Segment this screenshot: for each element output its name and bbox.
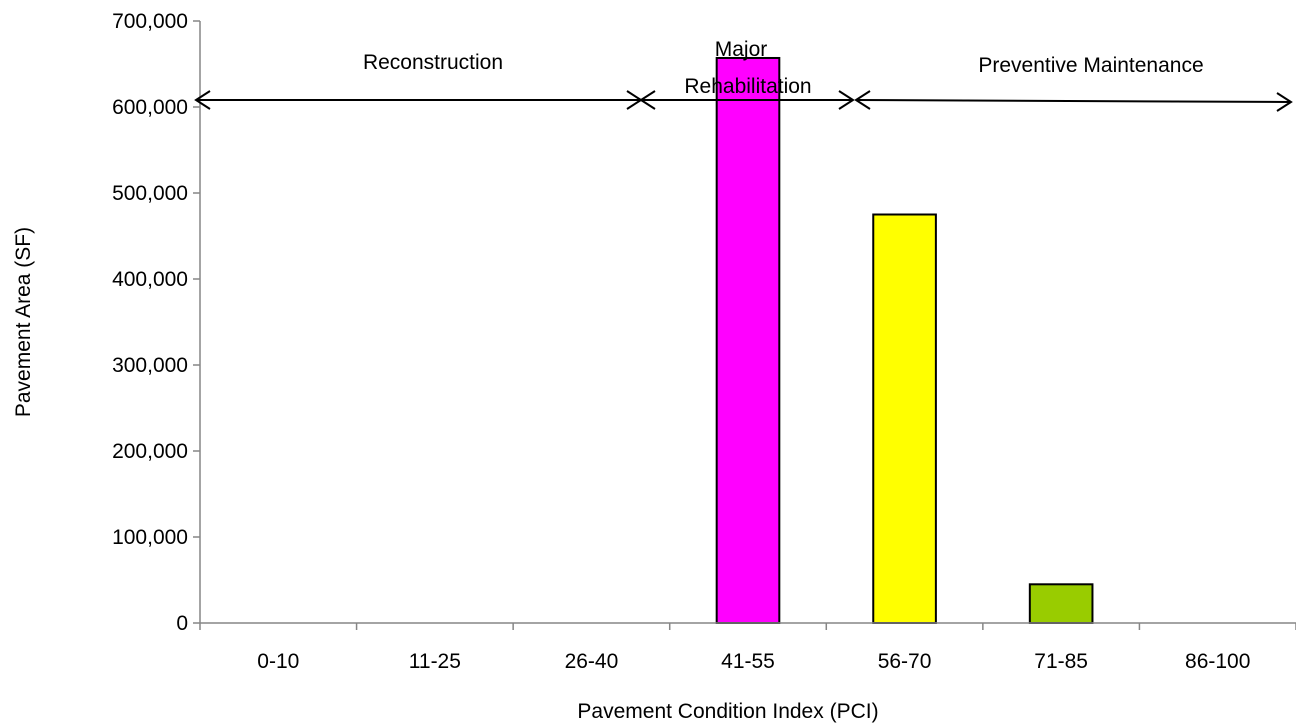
y-tick-label: 200,000 bbox=[112, 440, 188, 463]
region-label: Major bbox=[715, 38, 768, 61]
region-label: Preventive Maintenance bbox=[978, 54, 1203, 77]
y-tick-label: 500,000 bbox=[112, 182, 188, 205]
y-tick-label: 700,000 bbox=[112, 10, 188, 33]
reconstruction-arrow bbox=[194, 90, 643, 110]
bar-41-55 bbox=[715, 56, 781, 625]
y-tick-label: 0 bbox=[176, 612, 188, 635]
bar-56-70 bbox=[872, 213, 937, 624]
y-axis-title: Pavement Area (SF) bbox=[12, 227, 35, 417]
preventive-maintenance-arrow bbox=[854, 90, 1293, 112]
y-tick-label: 300,000 bbox=[112, 354, 188, 377]
bar-71-85 bbox=[1028, 583, 1094, 624]
y-tick-label: 600,000 bbox=[112, 96, 188, 119]
major-rehabilitation-arrow bbox=[639, 90, 855, 110]
x-tick-label: 56-70 bbox=[878, 650, 932, 673]
x-ticks-group: 0-10 11-25 26-40 41-55 56-70 71-85 86-100 bbox=[199, 623, 1296, 673]
region-label: Reconstruction bbox=[363, 51, 503, 74]
annotations-group: Reconstruction Major Rehabilitation Prevent… bbox=[194, 38, 1293, 112]
x-tick-label: 0-10 bbox=[257, 650, 299, 673]
y-tick-label: 400,000 bbox=[112, 268, 188, 291]
x-tick-label: 86-100 bbox=[1185, 650, 1250, 673]
x-tick-label: 41-55 bbox=[721, 650, 775, 673]
x-tick-label: 11-25 bbox=[409, 650, 461, 673]
x-tick-label: 71-85 bbox=[1034, 650, 1088, 673]
x-axis-title: Pavement Condition Index (PCI) bbox=[577, 700, 878, 723]
axes-group bbox=[199, 21, 1296, 624]
y-tick-label: 100,000 bbox=[112, 526, 188, 549]
y-ticks-group: 0 100,000 200,000 300,000 400,000 500,000 600,… bbox=[112, 10, 200, 635]
region-label: Rehabilitation bbox=[684, 75, 811, 98]
bars-group bbox=[715, 56, 1094, 625]
x-tick-label: 26-40 bbox=[565, 650, 619, 673]
